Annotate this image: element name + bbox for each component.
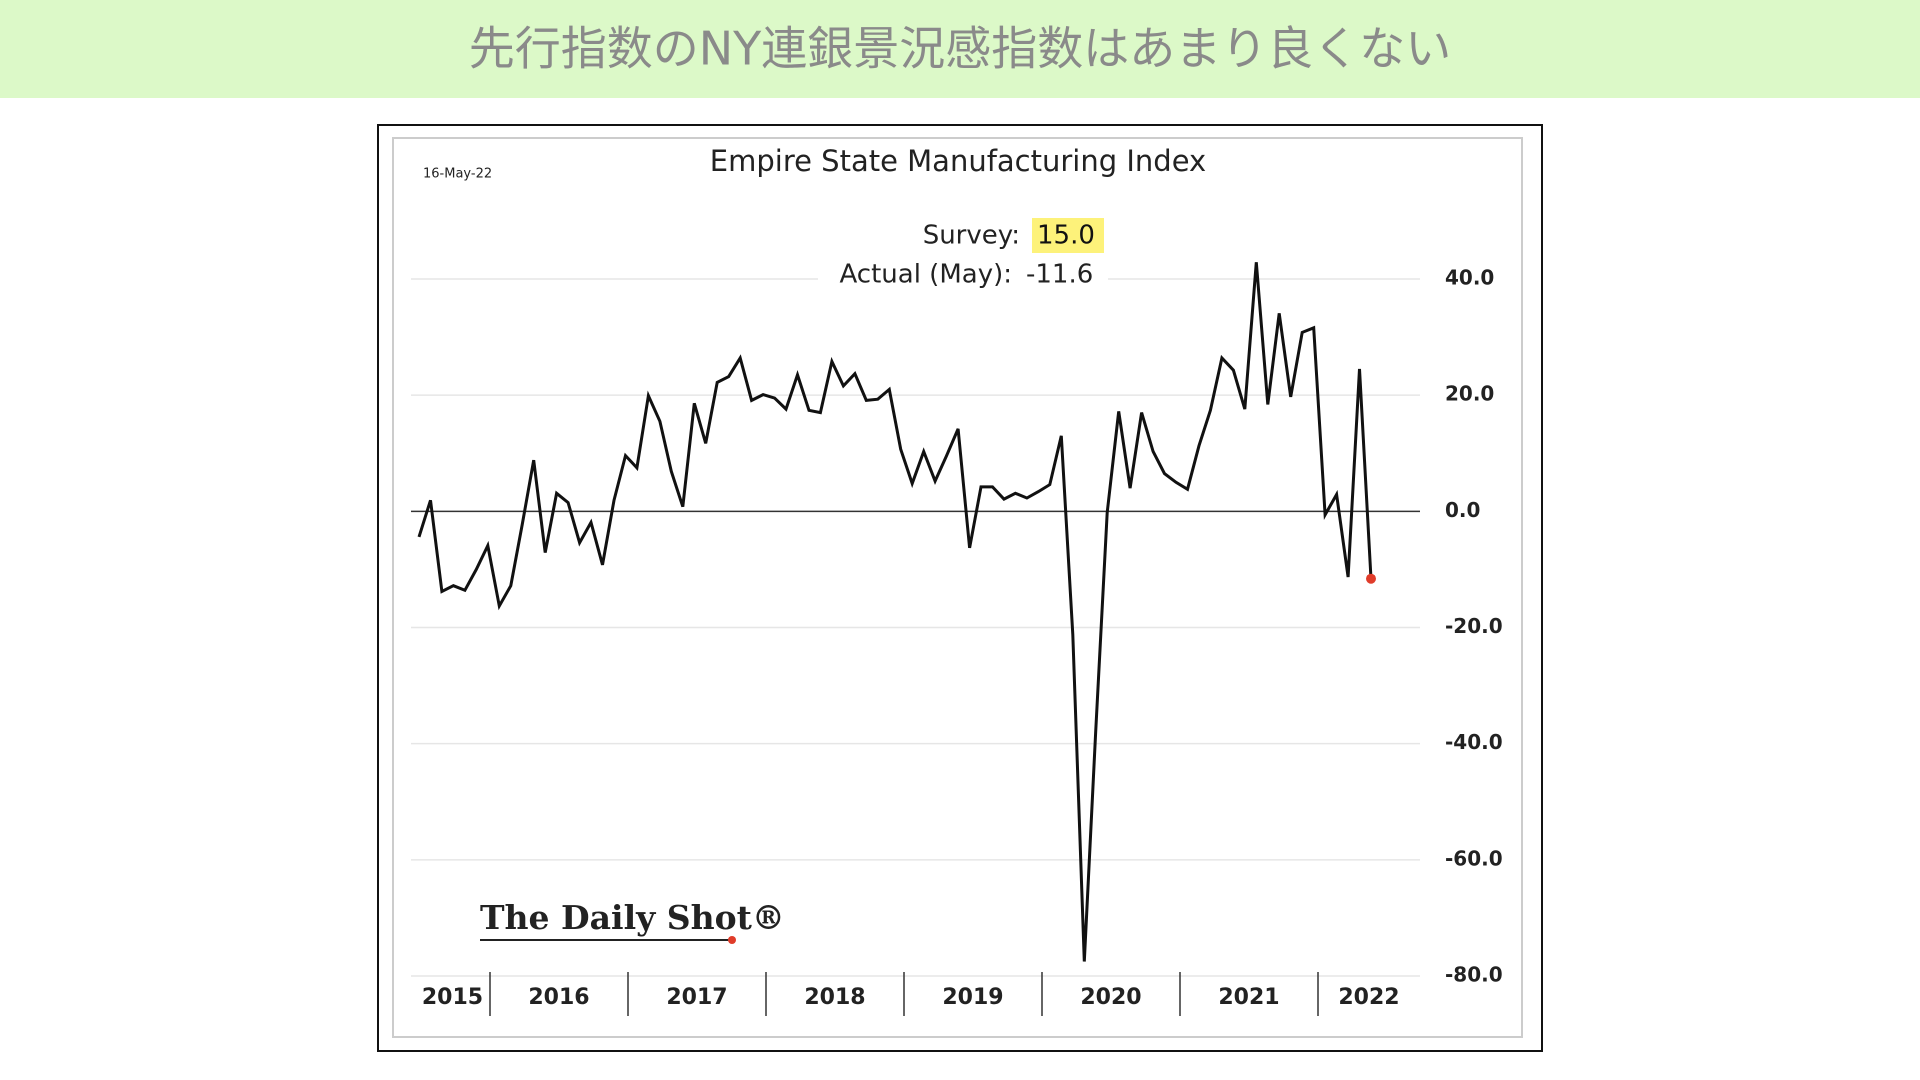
- x-tick-label: 2016: [528, 985, 589, 1010]
- y-tick-label: -20.0: [1445, 614, 1503, 638]
- x-tick-label: 2018: [804, 985, 865, 1010]
- last-point: [1366, 573, 1376, 584]
- actual-value: -11.6: [1026, 260, 1093, 290]
- y-tick-label: -80.0: [1445, 963, 1503, 987]
- chart-date: 16-May-22: [423, 167, 492, 182]
- actual-label: Actual (May):: [839, 260, 1012, 290]
- x-tick-label: 2015: [422, 985, 483, 1010]
- y-tick-label: 20.0: [1445, 382, 1494, 406]
- chart-title: Empire State Manufacturing Index: [710, 144, 1206, 178]
- y-tick-label: 40.0: [1445, 266, 1494, 290]
- y-tick-label: -40.0: [1445, 730, 1503, 754]
- x-tick-label: 2017: [666, 985, 727, 1010]
- slide-title: 先行指数のNY連銀景況感指数はあまり良くない: [469, 22, 1452, 76]
- annotation-backdrop: [818, 258, 1108, 294]
- plot: -80.0 -60.0 -40.0 -20.0 0.0 20.0 40.0 2015 2016 2…: [411, 262, 1503, 1016]
- survey-value: 15.0: [1037, 221, 1095, 251]
- y-tick-label: 0.0: [1445, 498, 1480, 522]
- x-tick-label: 2020: [1080, 985, 1141, 1010]
- x-tick-label: 2021: [1218, 985, 1279, 1010]
- survey-highlight: [1032, 218, 1104, 253]
- y-tick-label: -60.0: [1445, 846, 1503, 870]
- data-line: [417, 262, 1373, 962]
- x-tick-label: 2022: [1338, 985, 1399, 1010]
- survey-label: Survey:: [923, 221, 1020, 251]
- source-logo: The Daily Shot®: [480, 898, 785, 937]
- logo-dot: [728, 936, 736, 944]
- title-banner: [0, 0, 1920, 98]
- x-tick-label: 2019: [942, 985, 1003, 1010]
